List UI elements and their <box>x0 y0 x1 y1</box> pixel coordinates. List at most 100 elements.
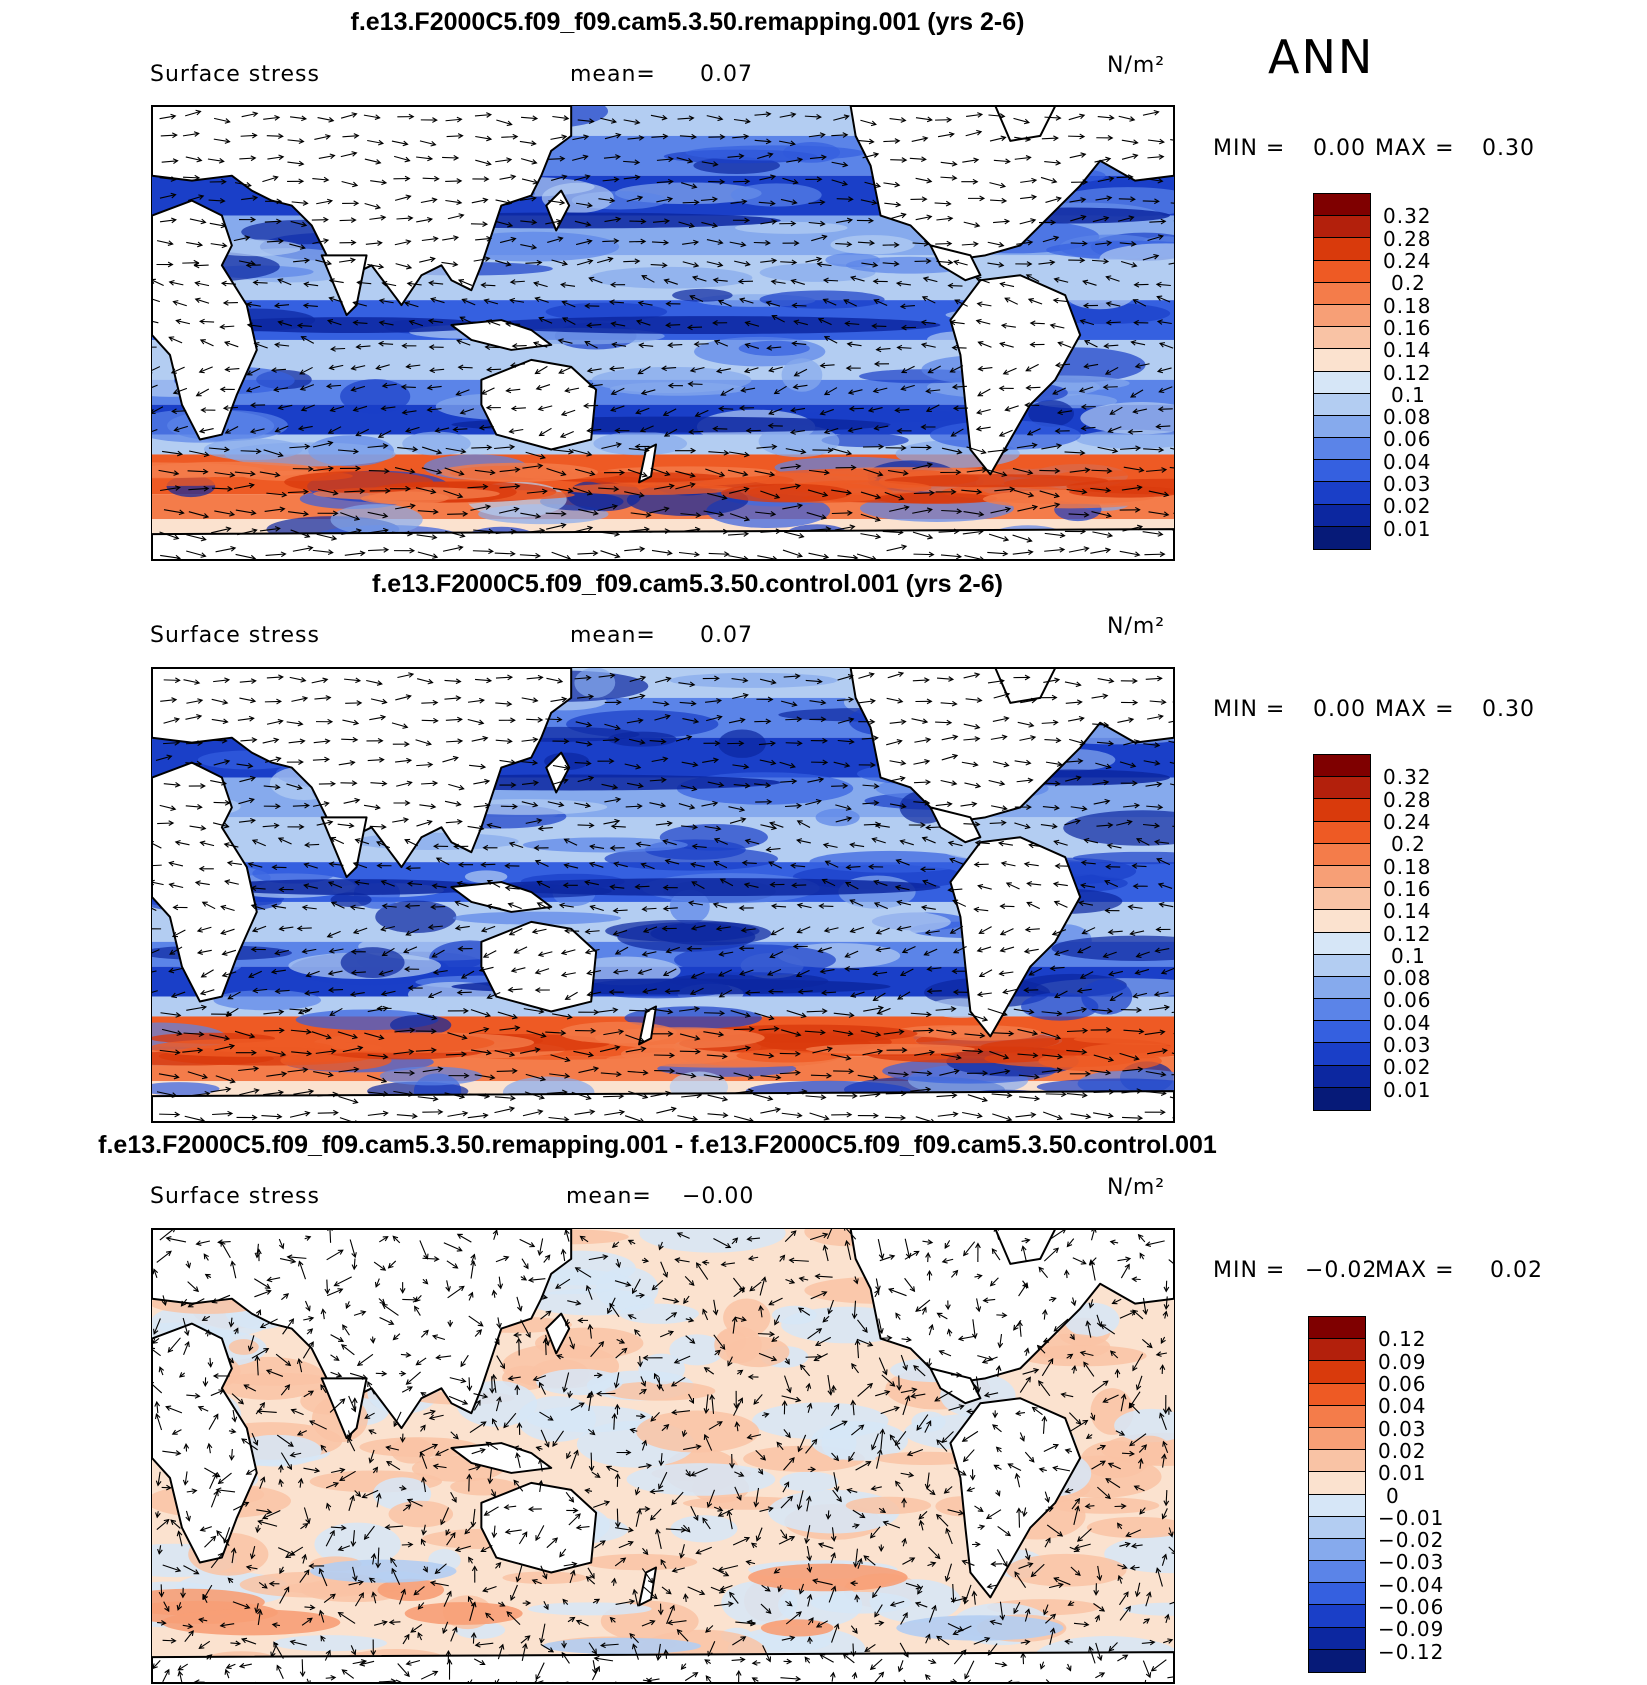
land <box>152 106 1174 560</box>
colorbar-swatch <box>1314 1021 1370 1044</box>
colorbar-tick-label: 0.02 <box>1383 1055 1432 1080</box>
colorbar-tick-label: 0.24 <box>1383 809 1432 834</box>
colorbar-swatch <box>1314 932 1370 955</box>
colorbar-swatch <box>1309 1538 1365 1562</box>
colorbar-tick-label: −0.06 <box>1378 1595 1445 1620</box>
colorbar-tick-label: 0.1 <box>1391 382 1426 407</box>
stress-vectors <box>152 671 1174 1122</box>
colorbar-tick-label: −0.09 <box>1378 1617 1445 1642</box>
colorbar-tick-label: −0.12 <box>1378 1639 1445 1664</box>
panel-3-title: f.e13.F2000C5.f09_f09.cam5.3.50.remappin… <box>98 1131 1217 1159</box>
colorbar-swatch <box>1314 371 1370 394</box>
colorbar-swatch <box>1314 415 1370 439</box>
colorbar-tick-label: 0.08 <box>1383 966 1432 991</box>
colorbar-tick-label: 0.24 <box>1383 248 1432 273</box>
colorbar-swatch <box>1314 910 1370 933</box>
colorbar-swatch <box>1309 1649 1365 1672</box>
panel-1-colorbar <box>1313 193 1371 550</box>
colorbar-tick-label: 0.01 <box>1383 516 1432 541</box>
panel-3-min-value: −0.02 <box>1305 1258 1378 1283</box>
panel-1-max-value: 0.30 <box>1482 136 1535 161</box>
colorbar-swatch <box>1314 888 1370 911</box>
colorbar-tick-label: 0.16 <box>1383 876 1432 901</box>
panel-2-title: f.e13.F2000C5.f09_f09.cam5.3.50.control.… <box>372 570 1003 598</box>
panel-2-map <box>151 667 1175 1123</box>
colorbar-swatch <box>1314 799 1370 822</box>
colorbar-swatch <box>1314 1065 1370 1088</box>
colorbar-swatch <box>1309 1494 1365 1517</box>
colorbar-swatch <box>1309 1472 1365 1495</box>
colorbar-swatch <box>1309 1383 1365 1406</box>
colorbar-tick-label: 0.06 <box>1378 1371 1427 1396</box>
panel-3-colorbar-ticks: 0.12 0.09 0.06 0.04 0.03 0.02 0.01 0 −0.01 −0.02−… <box>1378 1316 1478 1673</box>
panel-1-max-label: MAX = <box>1375 136 1455 161</box>
colorbar-swatch <box>1309 1317 1365 1340</box>
colorbar-tick-label: 0.03 <box>1383 472 1432 497</box>
colorbar-swatch <box>1314 777 1370 800</box>
panel-2-colorbar <box>1313 754 1371 1111</box>
panel-2-max-value: 0.30 <box>1482 697 1535 722</box>
colorbar-swatch <box>1314 1087 1370 1110</box>
panel-1-min-label: MIN = <box>1213 136 1286 161</box>
colorbar-swatch <box>1314 821 1370 844</box>
colorbar-tick-label: 0.04 <box>1383 449 1432 474</box>
colorbar-swatch <box>1314 526 1370 549</box>
colorbar-tick-label: 0.12 <box>1383 921 1432 946</box>
colorbar-tick-label: 0.03 <box>1378 1416 1427 1441</box>
colorbar-tick-label: 0.06 <box>1383 988 1432 1013</box>
colorbar-tick-label: −0.02 <box>1378 1528 1445 1553</box>
colorbar-swatch <box>1309 1405 1365 1428</box>
colorbar-tick-label: 0.2 <box>1391 271 1426 296</box>
colorbar-tick-label: 0.28 <box>1383 226 1432 251</box>
colorbar-swatch <box>1309 1605 1365 1628</box>
colorbar-tick-label: 0.1 <box>1391 943 1426 968</box>
colorbar-swatch <box>1314 954 1370 977</box>
colorbar-swatch <box>1314 349 1370 372</box>
colorbar-tick-label: 0.18 <box>1383 293 1432 318</box>
panel-3-map <box>151 1228 1175 1684</box>
panel-2-mean-value: 0.07 <box>700 623 753 648</box>
colorbar-tick-label: 0.04 <box>1378 1394 1427 1419</box>
colorbar-swatch <box>1314 238 1370 261</box>
colorbar-swatch <box>1314 260 1370 283</box>
panel-1-map <box>151 105 1175 561</box>
colorbar-swatch <box>1309 1450 1365 1473</box>
panel-1-min-value: 0.00 <box>1313 136 1366 161</box>
colorbar-swatch <box>1309 1627 1365 1650</box>
land <box>152 668 1174 1122</box>
colorbar-tick-label: 0.14 <box>1383 899 1432 924</box>
panel-2-min-value: 0.00 <box>1313 697 1366 722</box>
colorbar-tick-label: 0.08 <box>1383 405 1432 430</box>
colorbar-swatch <box>1309 1583 1365 1606</box>
colorbar-tick-label: 0.02 <box>1378 1438 1427 1463</box>
colorbar-tick-label: 0.32 <box>1383 204 1432 229</box>
colorbar-tick-label: 0.18 <box>1383 854 1432 879</box>
season-label: ANN <box>1268 30 1375 84</box>
colorbar-swatch <box>1309 1561 1365 1584</box>
panel-3-min-label: MIN = <box>1213 1258 1286 1283</box>
colorbar-swatch <box>1314 999 1370 1022</box>
panel-3-max-value: 0.02 <box>1490 1258 1543 1283</box>
colorbar-tick-label: 0.01 <box>1383 1077 1432 1102</box>
colorbar-tick-label: −0.03 <box>1378 1550 1445 1575</box>
colorbar-swatch <box>1314 504 1370 527</box>
panel-2-units: N/m² <box>1107 614 1166 639</box>
colorbar-swatch <box>1314 976 1370 1000</box>
colorbar-swatch <box>1314 843 1370 866</box>
colorbar-swatch <box>1314 194 1370 217</box>
panel-3-colorbar <box>1308 1316 1366 1673</box>
panel-3-variable: Surface stress <box>150 1184 320 1209</box>
colorbar-swatch <box>1309 1427 1365 1451</box>
colorbar-tick-label: 0.12 <box>1383 360 1432 385</box>
panel-2-mean-label: mean= <box>570 623 656 648</box>
panel-1-mean-value: 0.07 <box>700 62 753 87</box>
colorbar-tick-label: 0.09 <box>1378 1349 1427 1374</box>
colorbar-swatch <box>1314 1043 1370 1066</box>
colorbar-tick-label: 0.28 <box>1383 787 1432 812</box>
colorbar-swatch <box>1309 1516 1365 1539</box>
colorbar-tick-label: 0.2 <box>1391 832 1426 857</box>
colorbar-swatch <box>1309 1361 1365 1384</box>
panel-2-variable: Surface stress <box>150 623 320 648</box>
panel-3-units: N/m² <box>1107 1175 1166 1200</box>
panel-1-variable: Surface stress <box>150 62 320 87</box>
